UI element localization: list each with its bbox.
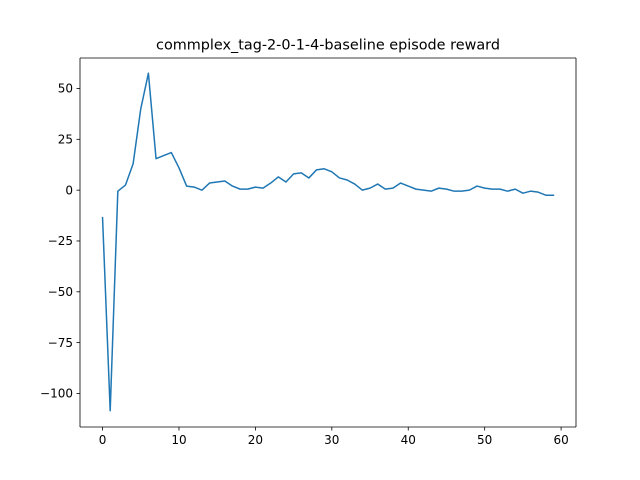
chart-title: commplex_tag-2-0-1-4-baseline episode re…	[156, 38, 500, 54]
series-line-0	[101, 72, 555, 412]
x-tick-label: 0	[99, 433, 107, 447]
y-tick-label: 25	[58, 133, 73, 147]
x-tick-label: 40	[401, 433, 416, 447]
y-tick-label: −50	[48, 285, 73, 299]
y-tick-label: 50	[58, 82, 73, 96]
y-tick-label: −100	[40, 387, 73, 401]
x-tick-label: 20	[248, 433, 263, 447]
plot-area: 0 10 20 30 40 50 60 −100 −75 −50 −25 0 25 50	[40, 57, 577, 447]
x-tick-label: 30	[324, 433, 339, 447]
x-tick-label: 10	[171, 433, 186, 447]
y-tick-label: −75	[48, 336, 73, 350]
x-tick-label: 60	[553, 433, 568, 447]
y-tick-label: −25	[48, 234, 73, 248]
y-tick-label: 0	[65, 183, 73, 197]
x-tick-label: 50	[477, 433, 492, 447]
